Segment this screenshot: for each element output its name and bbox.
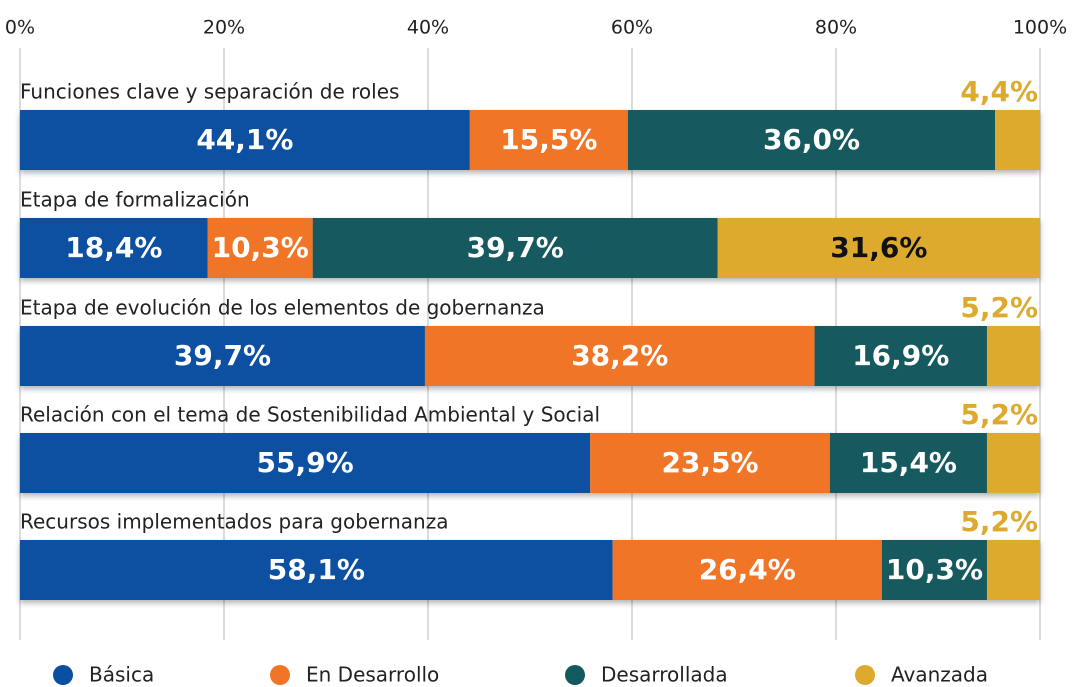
- bar-group: [20, 326, 1040, 386]
- bar-segment: [469, 110, 628, 170]
- x-tick-label: 0%: [5, 17, 35, 39]
- legend-label: Desarrollada: [601, 663, 728, 687]
- value-label: 5,2%: [960, 291, 1038, 324]
- legend-swatch: [855, 665, 875, 685]
- value-label: 44,1%: [196, 123, 293, 156]
- bar-segment: [829, 433, 987, 493]
- bar-segment: [986, 540, 1040, 600]
- value-label: 39,7%: [467, 231, 564, 264]
- x-tick-label: 60%: [611, 17, 653, 39]
- value-label: 58,1%: [268, 553, 365, 586]
- value-label: 26,4%: [699, 553, 796, 586]
- value-label: 31,6%: [830, 231, 927, 264]
- category-label: Relación con el tema de Sostenibilidad A…: [20, 403, 600, 427]
- bar-segment: [612, 540, 882, 600]
- bar-segment: [881, 540, 987, 600]
- bar-segment: [207, 218, 313, 278]
- category-label: Recursos implementados para gobernanza: [20, 510, 448, 534]
- legend-label: Básica: [89, 663, 154, 687]
- value-label: 4,4%: [960, 75, 1038, 108]
- value-label: 36,0%: [763, 123, 860, 156]
- bar-group: [20, 540, 1040, 600]
- value-label: 15,4%: [860, 446, 957, 479]
- value-label: 55,9%: [257, 446, 354, 479]
- bar-segment: [20, 218, 208, 278]
- bar-segment: [20, 326, 425, 386]
- bar-segment: [424, 326, 815, 386]
- bar-segment: [995, 110, 1040, 170]
- bar-segment: [20, 433, 591, 493]
- bar-segment: [20, 540, 613, 600]
- bar-group: [20, 110, 1040, 170]
- legend-swatch: [565, 665, 585, 685]
- value-label: 10,3%: [886, 553, 983, 586]
- category-label: Etapa de formalización: [20, 188, 250, 212]
- value-label: 5,2%: [960, 505, 1038, 538]
- category-label: Etapa de evolución de los elementos de g…: [20, 296, 545, 320]
- value-label: 16,9%: [852, 339, 949, 372]
- legend-swatch: [270, 665, 290, 685]
- bar-segment: [590, 433, 830, 493]
- value-label: 18,4%: [65, 231, 162, 264]
- bar-segment: [717, 218, 1040, 278]
- bar-segment: [627, 110, 996, 170]
- value-label: 5,2%: [960, 398, 1038, 431]
- bar-group: [20, 433, 1040, 493]
- bar-segment: [312, 218, 718, 278]
- bar-segment: [986, 433, 1040, 493]
- x-tick-label: 20%: [203, 17, 245, 39]
- bar-segment: [20, 110, 470, 170]
- value-label: 38,2%: [571, 339, 668, 372]
- value-label: 39,7%: [174, 339, 271, 372]
- legend-swatch: [53, 665, 73, 685]
- category-label: Funciones clave y separación de roles: [20, 80, 399, 104]
- x-tick-label: 100%: [1013, 17, 1067, 39]
- bar-segment: [814, 326, 987, 386]
- x-tick-label: 80%: [815, 17, 857, 39]
- value-label: 10,3%: [212, 231, 309, 264]
- value-label: 15,5%: [500, 123, 597, 156]
- value-label: 23,5%: [661, 446, 758, 479]
- x-tick-label: 40%: [407, 17, 449, 39]
- bar-group: [20, 218, 1040, 278]
- legend-label: Avanzada: [891, 663, 988, 687]
- legend-label: En Desarrollo: [306, 663, 439, 687]
- bar-segment: [986, 326, 1040, 386]
